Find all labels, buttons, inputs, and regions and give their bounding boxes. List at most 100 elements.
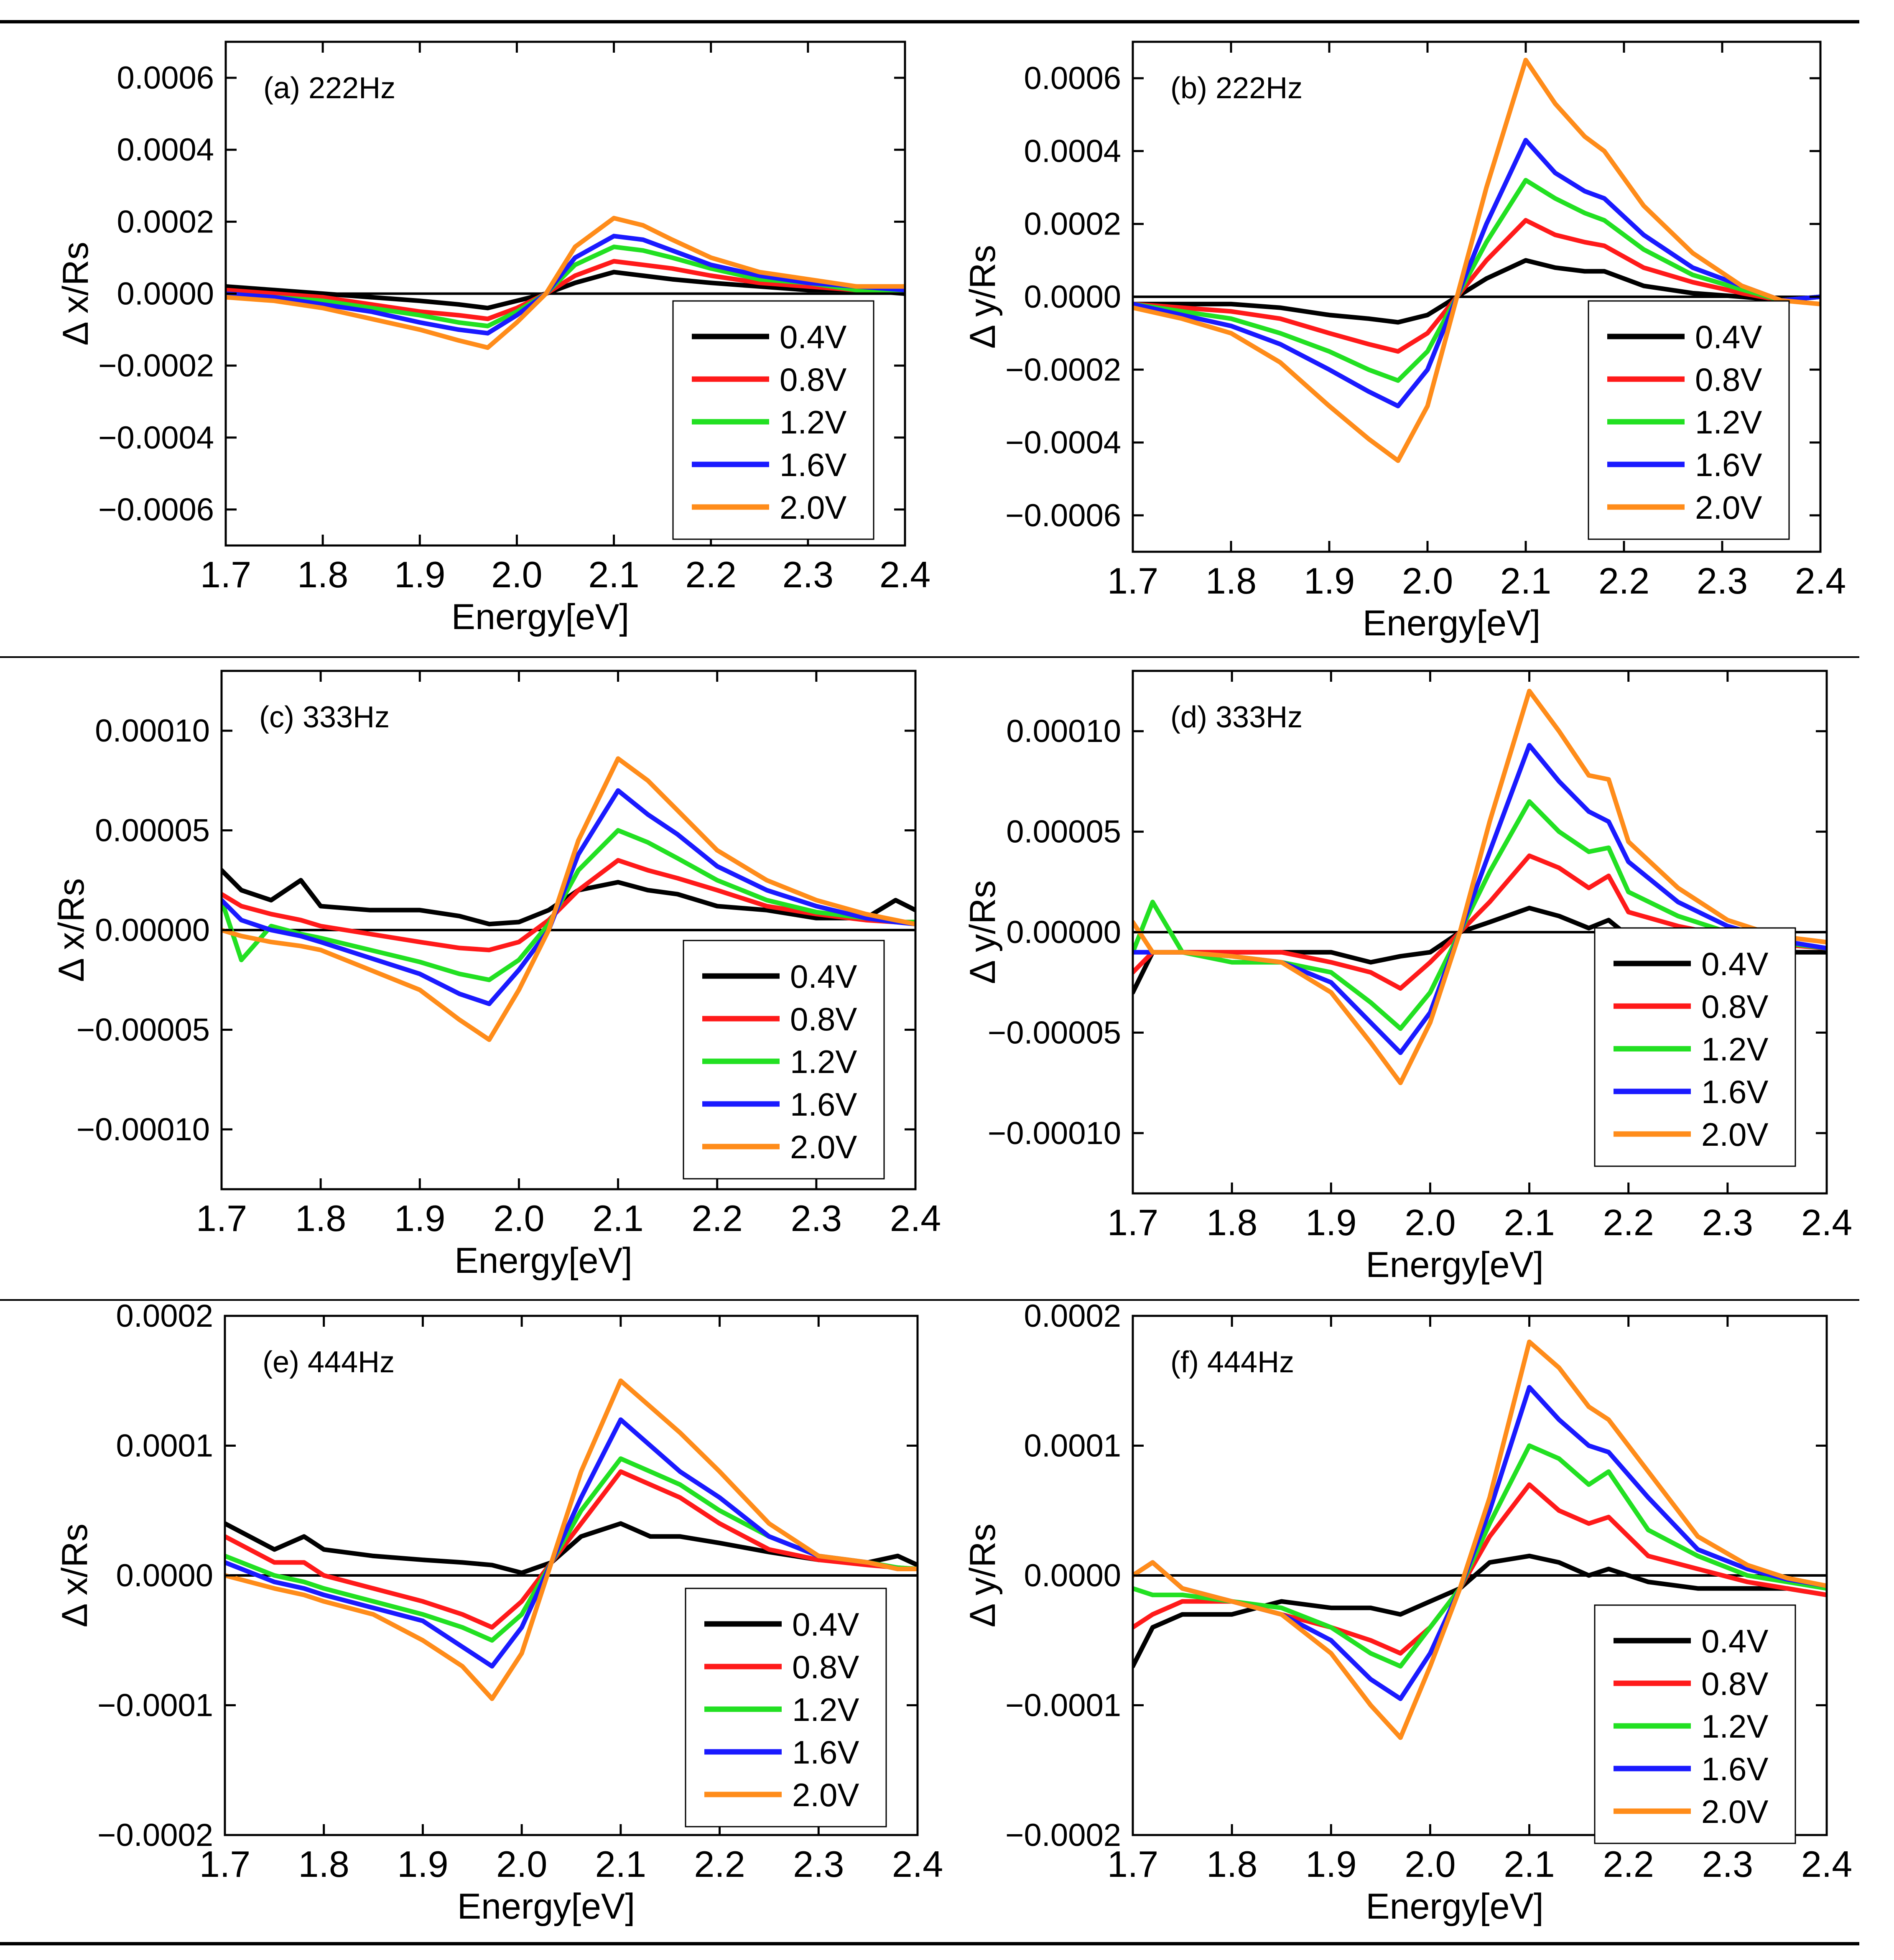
chart-panel-c: 1.7 1.8 1.9 2.0 2.1 2.2 2.3 2.4 −0.00010 −0.00005… bbox=[51, 670, 941, 1281]
x-tick-label: 1.7 bbox=[1107, 560, 1158, 602]
legend: 0.4V 0.8V 1.2V 1.6V 2.0V bbox=[1588, 300, 1790, 540]
legend-label: 1.6V bbox=[1701, 1751, 1768, 1787]
legend-label: 0.8V bbox=[790, 1001, 857, 1037]
y-tick-label: −0.0006 bbox=[1005, 498, 1121, 533]
x-tick-label: 2.1 bbox=[592, 1198, 643, 1239]
panel-title: (b) 222Hz bbox=[1170, 71, 1303, 105]
x-tick-label: 2.0 bbox=[1402, 560, 1453, 602]
x-tick-label: 1.7 bbox=[1107, 1843, 1158, 1885]
legend-label: 0.4V bbox=[1701, 946, 1768, 982]
x-tick-label: 2.4 bbox=[892, 1843, 943, 1885]
x-tick-label: 2.0 bbox=[1405, 1202, 1456, 1243]
x-tick-label: 2.1 bbox=[1504, 1843, 1555, 1885]
x-tick-label: 1.8 bbox=[295, 1198, 346, 1239]
x-tick-label: 2.1 bbox=[595, 1843, 646, 1885]
legend-label: 2.0V bbox=[790, 1129, 857, 1165]
legend-label: 1.6V bbox=[1695, 446, 1762, 483]
y-tick-label: −0.0002 bbox=[98, 348, 214, 384]
legend-label: 1.6V bbox=[1701, 1073, 1768, 1110]
x-tick-label: 2.3 bbox=[1702, 1202, 1753, 1243]
legend-label: 1.2V bbox=[1695, 404, 1762, 441]
x-tick-label: 1.7 bbox=[1107, 1202, 1158, 1243]
x-tick-label: 1.8 bbox=[298, 1843, 349, 1885]
y-tick-label: −0.0006 bbox=[98, 492, 214, 528]
y-tick-label: −0.0002 bbox=[1005, 352, 1121, 387]
y-tick-label: 0.0000 bbox=[1024, 1558, 1121, 1593]
legend-label: 1.2V bbox=[790, 1043, 857, 1080]
chart-panel-e: 1.7 1.8 1.9 2.0 2.1 2.2 2.3 2.4 −0.0002 −0.0001 0.… bbox=[55, 1298, 943, 1927]
series-line-2_0V bbox=[1133, 688, 1827, 1086]
x-tick-label: 2.2 bbox=[692, 1198, 743, 1239]
x-tick-label: 2.0 bbox=[496, 1843, 547, 1885]
x-tick-label: 2.3 bbox=[791, 1198, 842, 1239]
series-line-2_0V bbox=[1133, 1339, 1827, 1740]
y-tick-label: 0.0002 bbox=[1024, 206, 1121, 242]
x-axis-title: Energy[eV] bbox=[454, 1241, 632, 1281]
panel-title: (c) 333Hz bbox=[259, 701, 390, 734]
y-axis-title: Δ y/Rs bbox=[963, 1524, 1003, 1628]
y-axis-title: Δ y/Rs bbox=[963, 880, 1003, 984]
x-axis-title: Energy[eV] bbox=[451, 597, 629, 637]
y-tick-label: −0.00010 bbox=[76, 1112, 210, 1147]
legend-label: 1.6V bbox=[780, 446, 846, 483]
series-line-2_0V bbox=[222, 756, 915, 1042]
legend-label: 0.8V bbox=[1701, 1665, 1768, 1702]
legend-label: 0.8V bbox=[792, 1649, 859, 1685]
y-tick-label: 0.0006 bbox=[1024, 61, 1121, 96]
x-tick-label: 2.0 bbox=[493, 1198, 544, 1239]
x-axis-title: Energy[eV] bbox=[1366, 1886, 1543, 1927]
series-line-0_8V bbox=[1133, 218, 1820, 354]
x-tick-label: 1.8 bbox=[297, 554, 348, 595]
x-tick-label: 1.9 bbox=[394, 554, 445, 595]
legend-label: 2.0V bbox=[792, 1776, 859, 1813]
legend-label: 1.2V bbox=[1701, 1708, 1768, 1745]
x-tick-label: 2.2 bbox=[1598, 560, 1649, 602]
legend: 0.4V 0.8V 1.2V 1.6V 2.0V bbox=[672, 300, 874, 540]
x-tick-label: 2.0 bbox=[491, 554, 542, 595]
series-line-2_0V bbox=[226, 216, 905, 350]
x-tick-label: 1.7 bbox=[199, 1843, 250, 1885]
legend-label: 0.8V bbox=[1695, 361, 1762, 398]
series-line-0_8V bbox=[1133, 853, 1827, 991]
legend-label: 1.2V bbox=[780, 404, 846, 441]
y-tick-label: 0.00000 bbox=[95, 912, 210, 948]
x-axis-title: Energy[eV] bbox=[1363, 603, 1540, 643]
x-tick-label: 1.8 bbox=[1206, 560, 1257, 602]
series-line-0_4V bbox=[1133, 1553, 1827, 1669]
x-tick-label: 1.7 bbox=[196, 1198, 247, 1239]
legend-label: 2.0V bbox=[1701, 1116, 1768, 1153]
legend-label: 0.8V bbox=[1701, 988, 1768, 1025]
series-line-1_2V bbox=[1133, 178, 1820, 383]
x-tick-label: 1.9 bbox=[394, 1198, 445, 1239]
legend: 0.4V 0.8V 1.2V 1.6V 2.0V bbox=[1594, 1604, 1796, 1844]
y-tick-label: 0.0004 bbox=[117, 132, 214, 168]
legend-label: 0.4V bbox=[792, 1606, 859, 1643]
x-tick-label: 2.4 bbox=[1801, 1843, 1852, 1885]
x-tick-label: 2.4 bbox=[890, 1198, 941, 1239]
x-tick-label: 1.7 bbox=[200, 554, 251, 595]
y-tick-label: −0.0002 bbox=[97, 1817, 213, 1853]
x-tick-label: 2.4 bbox=[1795, 560, 1846, 602]
y-tick-label: 0.0004 bbox=[1024, 133, 1121, 169]
y-tick-label: 0.00005 bbox=[95, 813, 210, 849]
series-line-2_0V bbox=[225, 1378, 918, 1701]
x-axis-title: Energy[eV] bbox=[457, 1886, 635, 1927]
y-tick-label: −0.0001 bbox=[1005, 1688, 1121, 1723]
y-tick-label: 0.0000 bbox=[116, 1558, 213, 1593]
x-tick-label: 2.3 bbox=[1697, 560, 1748, 602]
series-line-0_4V bbox=[1133, 258, 1820, 325]
series-line-0_4V bbox=[226, 270, 905, 311]
x-tick-label: 1.8 bbox=[1206, 1843, 1257, 1885]
y-tick-label: −0.0002 bbox=[1005, 1817, 1121, 1853]
x-tick-label: 2.4 bbox=[1801, 1202, 1852, 1243]
legend: 0.4V 0.8V 1.2V 1.6V 2.0V bbox=[1594, 927, 1796, 1167]
y-tick-label: 0.0006 bbox=[117, 60, 214, 96]
y-tick-label: −0.00010 bbox=[988, 1116, 1121, 1151]
panel-title: (d) 333Hz bbox=[1170, 701, 1303, 734]
y-tick-label: −0.0001 bbox=[97, 1688, 213, 1723]
legend-label: 1.6V bbox=[792, 1734, 859, 1771]
panel-title: (f) 444Hz bbox=[1170, 1346, 1294, 1379]
legend-label: 2.0V bbox=[780, 489, 846, 526]
y-axis-title: Δ x/Rs bbox=[56, 242, 96, 346]
